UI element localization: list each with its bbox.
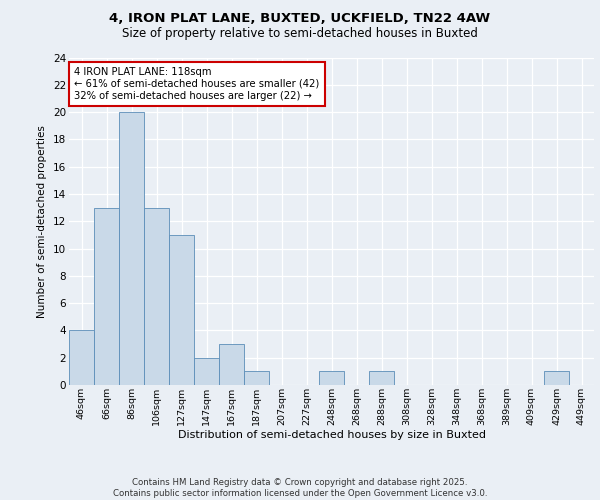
Bar bbox=[194, 358, 219, 385]
Bar bbox=[144, 208, 169, 385]
X-axis label: Distribution of semi-detached houses by size in Buxted: Distribution of semi-detached houses by … bbox=[178, 430, 485, 440]
Bar bbox=[119, 112, 144, 385]
Text: Contains HM Land Registry data © Crown copyright and database right 2025.
Contai: Contains HM Land Registry data © Crown c… bbox=[113, 478, 487, 498]
Bar bbox=[219, 344, 244, 385]
Bar bbox=[244, 372, 269, 385]
Bar bbox=[169, 235, 194, 385]
Bar bbox=[69, 330, 94, 385]
Text: Size of property relative to semi-detached houses in Buxted: Size of property relative to semi-detach… bbox=[122, 28, 478, 40]
Text: 4 IRON PLAT LANE: 118sqm
← 61% of semi-detached houses are smaller (42)
32% of s: 4 IRON PLAT LANE: 118sqm ← 61% of semi-d… bbox=[74, 68, 320, 100]
Y-axis label: Number of semi-detached properties: Number of semi-detached properties bbox=[37, 125, 47, 318]
Bar bbox=[319, 372, 344, 385]
Bar bbox=[369, 372, 394, 385]
Text: 4, IRON PLAT LANE, BUXTED, UCKFIELD, TN22 4AW: 4, IRON PLAT LANE, BUXTED, UCKFIELD, TN2… bbox=[109, 12, 491, 26]
Bar bbox=[544, 372, 569, 385]
Bar bbox=[94, 208, 119, 385]
